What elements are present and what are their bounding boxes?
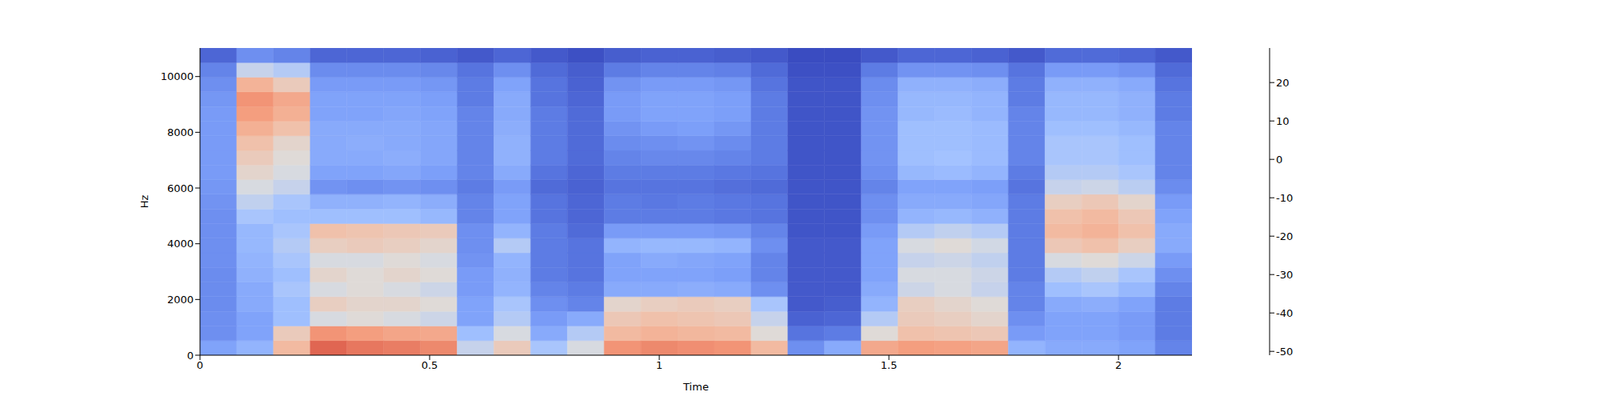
svg-text:10: 10 — [1276, 115, 1290, 128]
svg-text:-40: -40 — [1276, 307, 1293, 320]
svg-text:-30: -30 — [1276, 268, 1293, 281]
svg-text:6000: 6000 — [167, 182, 194, 195]
svg-text:1.5: 1.5 — [880, 359, 898, 372]
svg-text:0: 0 — [196, 359, 204, 372]
svg-text:20: 20 — [1276, 76, 1290, 89]
svg-text:0: 0 — [1276, 153, 1283, 166]
svg-text:-20: -20 — [1276, 230, 1293, 243]
svg-text:2: 2 — [1115, 359, 1122, 372]
svg-text:2000: 2000 — [167, 293, 194, 306]
svg-text:1: 1 — [656, 359, 663, 372]
svg-text:4000: 4000 — [167, 237, 194, 250]
svg-text:8000: 8000 — [167, 126, 194, 139]
svg-text:Hz: Hz — [138, 195, 151, 209]
svg-text:-10: -10 — [1276, 192, 1293, 204]
svg-text:-50: -50 — [1276, 345, 1293, 358]
svg-text:Time: Time — [682, 380, 709, 393]
svg-text:0: 0 — [187, 349, 194, 362]
svg-text:0.5: 0.5 — [421, 359, 439, 372]
svg-text:10000: 10000 — [160, 70, 194, 83]
